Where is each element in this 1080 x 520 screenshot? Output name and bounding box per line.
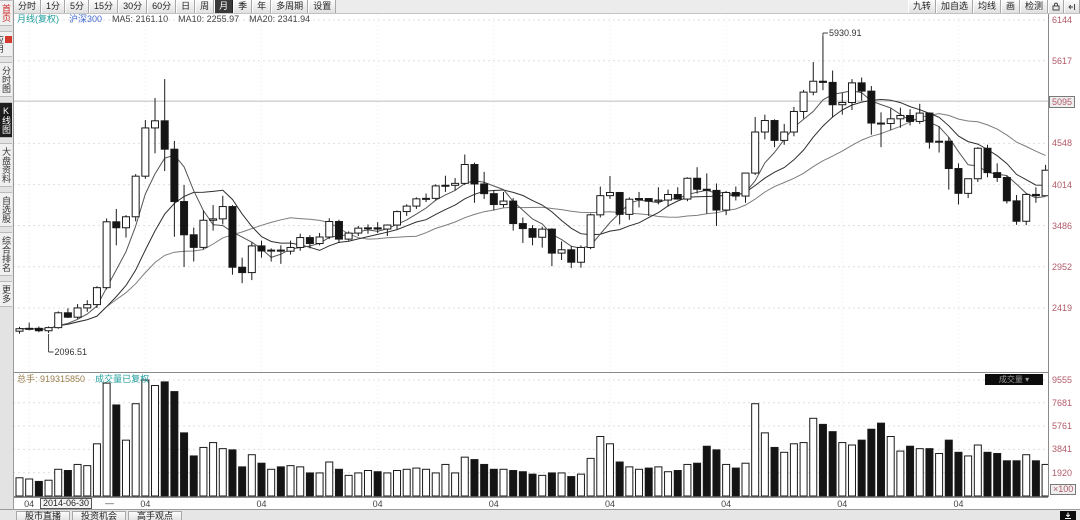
volume-tick-7681: 7681 <box>1052 397 1073 408</box>
bottom-tab-bar: 股市直播 投资机会 高手观点 <box>0 509 1080 520</box>
tool-button-加自选[interactable]: 加自选 <box>935 0 973 13</box>
x-tick-2015-04: 04 <box>140 499 151 509</box>
kline-chart[interactable]: 5930.91 2096.51 <box>13 13 1048 372</box>
price-tick-4548: 4548 <box>1052 138 1073 149</box>
app-logo-icon <box>5 36 12 43</box>
x-tick-2020-04: 04 <box>721 499 732 509</box>
ma20-value: MA20: 2341.94 <box>249 14 311 24</box>
selected-date-box: 2014-06-30 <box>40 498 93 509</box>
total-volume-value: 总手: 919315850 <box>17 374 86 384</box>
volume-tick-5761: 5761 <box>1052 421 1073 432</box>
collapse-panel-icon[interactable] <box>1064 0 1080 13</box>
volume-unit-label: ×100 <box>1050 484 1077 495</box>
period-button-分时[interactable]: 分时 <box>13 0 42 13</box>
minimize-tray-icon[interactable] <box>1060 511 1076 520</box>
tool-button-均线[interactable]: 均线 <box>972 0 1001 13</box>
kline-info-bar: 月线(复权) 沪深300 MA5: 2161.10 MA10: 2255.97 … <box>17 14 310 25</box>
svg-text:2096.51: 2096.51 <box>55 347 88 357</box>
indicator-dropdown-label: 成交量 <box>998 375 1023 384</box>
price-tick-5095: 5095 <box>1049 96 1076 109</box>
selected-date-tick: — <box>105 498 114 508</box>
price-tick-4014: 4014 <box>1052 179 1073 190</box>
period-button-设置[interactable]: 设置 <box>308 0 337 13</box>
x-tick-2021-04: 04 <box>837 499 848 509</box>
bottom-tab-投资机会[interactable]: 投资机会 <box>72 511 127 520</box>
left-sidebar: 首页应用分时图 K线图大盘资料自选股综合排名更多 <box>0 0 14 509</box>
chevron-down-icon: ▾ <box>1025 375 1030 384</box>
toolbar-right-group: 九转 加自选 均线画检测 <box>907 0 1048 13</box>
period-button-30分[interactable]: 30分 <box>118 0 148 13</box>
period-toolbar: 分时 1分 5分 15分 30分 60分日周月季年多周期 设置 <box>13 0 337 13</box>
volume-tick-3841: 3841 <box>1052 444 1073 455</box>
tool-button-画[interactable]: 画 <box>1000 0 1020 13</box>
x-tick-2018-04: 04 <box>488 499 499 509</box>
sidebar-item-自选股[interactable]: 自选股 <box>0 192 12 227</box>
volume-adjusted-note: 成交量已复权 <box>95 374 150 384</box>
price-tick-5617: 5617 <box>1052 55 1073 66</box>
sidebar-item-应用[interactable]: 应用 <box>0 31 12 57</box>
period-button-60分[interactable]: 60分 <box>147 0 177 13</box>
tool-button-九转[interactable]: 九转 <box>907 0 936 13</box>
x-tick-2019-04: 04 <box>604 499 615 509</box>
period-button-周[interactable]: 周 <box>195 0 215 13</box>
period-button-月[interactable]: 月 <box>214 0 234 13</box>
ma10-value: MA10: 2255.97 <box>178 14 240 24</box>
period-button-年[interactable]: 年 <box>252 0 272 13</box>
price-tick-2952: 2952 <box>1052 261 1073 272</box>
volume-tick-1920: 1920 <box>1052 467 1073 478</box>
bottom-tabs-group: 股市直播 投资机会 高手观点 <box>14 510 183 520</box>
indicator-dropdown[interactable]: 成交量 ▾ <box>985 374 1043 385</box>
volume-chart[interactable] <box>13 372 1048 497</box>
period-button-日[interactable]: 日 <box>176 0 196 13</box>
svg-text:5930.91: 5930.91 <box>829 28 862 38</box>
volume-tick-9555: 9555 <box>1052 375 1073 385</box>
sidebar-item-分时图[interactable]: 分时图 <box>0 62 12 97</box>
x-tick-2014-04: 04 <box>24 499 35 509</box>
period-button-1分[interactable]: 1分 <box>41 0 66 13</box>
bottom-tab-股市直播[interactable]: 股市直播 <box>16 511 71 520</box>
price-tick-6144: 6144 <box>1052 15 1073 25</box>
bottom-tab-高手观点[interactable]: 高手观点 <box>128 511 183 520</box>
period-button-5分[interactable]: 5分 <box>65 0 90 13</box>
volume-axis: ×100 9555 7681 5761 3841 1920 <box>1048 372 1080 497</box>
volume-header: 总手: 919315850 成交量已复权 <box>17 374 149 384</box>
price-axis: 6144 5617 5095 4548 4014 3486 2952 2419 <box>1048 13 1080 372</box>
x-tick-2022-04: 04 <box>953 499 964 509</box>
lock-icon[interactable] <box>1048 0 1064 13</box>
sidebar-item-大盘资料[interactable]: 大盘资料 <box>0 143 12 187</box>
period-indicator: 月线(复权) <box>17 14 59 24</box>
price-tick-3486: 3486 <box>1052 220 1073 231</box>
symbol-name[interactable]: 沪深300 <box>69 14 103 24</box>
period-toolbar-bar: 分时 1分 5分 15分 30分 60分日周月季年多周期 设置 九转 加自选 均线画检测 <box>13 0 1080 14</box>
period-button-15分[interactable]: 15分 <box>89 0 119 13</box>
time-axis: 2014-06-30 — 04 04 04 04 04 04 04 04 04 <box>13 497 1048 510</box>
period-button-季[interactable]: 季 <box>233 0 253 13</box>
price-tick-2419: 2419 <box>1052 303 1073 313</box>
sidebar-item-综合排名[interactable]: 综合排名 <box>0 232 12 276</box>
ma5-value: MA5: 2161.10 <box>112 14 169 24</box>
sidebar-item-更多[interactable]: 更多 <box>0 281 12 307</box>
sidebar-item-K线图[interactable]: K线图 <box>0 102 12 138</box>
x-tick-2016-04: 04 <box>256 499 267 509</box>
tool-button-检测[interactable]: 检测 <box>1019 0 1048 13</box>
period-button-多周期[interactable]: 多周期 <box>271 0 309 13</box>
x-tick-2017-04: 04 <box>372 499 383 509</box>
sidebar-item-首页[interactable]: 首页 <box>0 0 12 26</box>
